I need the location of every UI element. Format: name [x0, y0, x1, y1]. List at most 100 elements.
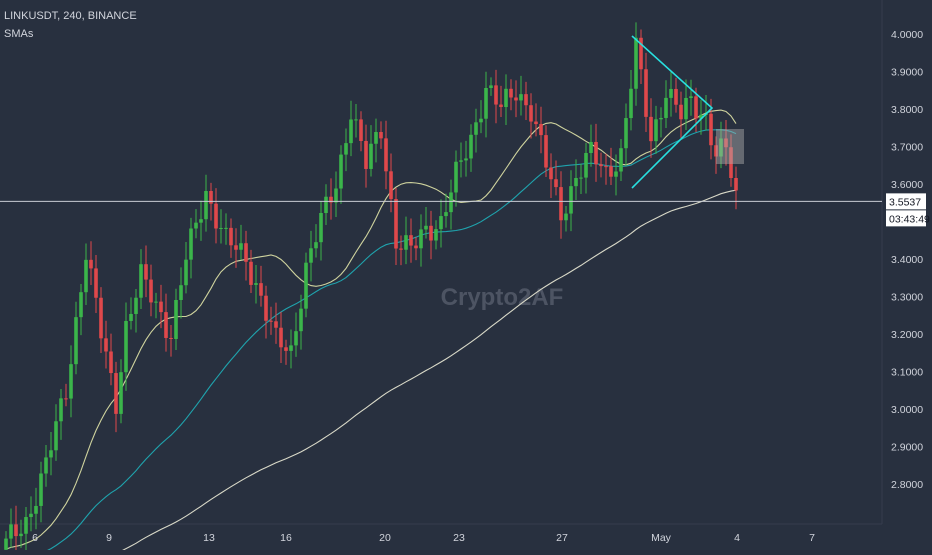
- candle-body: [544, 135, 548, 168]
- candle-body: [234, 245, 238, 250]
- price-tick-label: 3.6000: [891, 179, 923, 191]
- candle-body: [404, 235, 408, 250]
- candle-body: [724, 138, 728, 148]
- candle-body: [499, 104, 503, 108]
- candle-body: [684, 97, 688, 120]
- candle-body: [679, 104, 683, 120]
- candle-body: [329, 196, 333, 203]
- candle-body: [619, 148, 623, 172]
- candle-body: [604, 166, 608, 168]
- candle-body: [79, 292, 83, 318]
- candle-body: [184, 259, 188, 286]
- candle-body: [179, 285, 183, 300]
- candle-body: [39, 473, 43, 506]
- price-tick-label: 2.8000: [891, 479, 923, 491]
- candle-body: [174, 299, 178, 339]
- candle-body: [89, 259, 93, 269]
- candle-body: [264, 295, 268, 321]
- candle-body: [309, 248, 313, 263]
- candle-body: [304, 262, 308, 309]
- candle-body: [709, 113, 713, 146]
- candle-body: [269, 320, 273, 322]
- candle-body: [114, 373, 118, 414]
- candle-body: [589, 141, 593, 153]
- candle-body: [624, 118, 628, 149]
- candle-body: [449, 192, 453, 213]
- candle-body: [519, 94, 523, 101]
- candle-body: [24, 517, 28, 534]
- candle-body: [354, 119, 358, 121]
- indicator-label[interactable]: SMAs: [4, 28, 34, 40]
- candle-body: [19, 533, 23, 537]
- candle-body: [74, 317, 78, 365]
- price-tick-label: 3.3000: [891, 292, 923, 304]
- candle-body: [209, 191, 213, 204]
- candle-body: [359, 119, 363, 141]
- candle-body: [319, 212, 323, 243]
- candle-body: [639, 37, 643, 70]
- candle-body: [104, 338, 108, 352]
- sma-lines: [5, 109, 737, 555]
- candle-body: [609, 166, 613, 177]
- candle-body: [654, 119, 658, 142]
- candle-body: [254, 283, 258, 285]
- candle-body: [674, 88, 678, 105]
- price-tick-label: 3.2000: [891, 329, 923, 341]
- candle-body: [294, 331, 298, 346]
- time-tick-label: 6: [32, 532, 38, 544]
- candle-body: [239, 243, 243, 250]
- candle-body: [364, 140, 368, 169]
- candle-body: [649, 116, 653, 142]
- candle-body: [344, 143, 348, 155]
- grid: [0, 0, 883, 525]
- candle-body: [134, 297, 138, 314]
- candle-body: [284, 347, 288, 351]
- candle-body: [599, 164, 603, 167]
- price-tick-label: 3.8000: [891, 104, 923, 116]
- current-price-tag: [886, 193, 926, 210]
- price-tick-label: 2.9000: [891, 442, 923, 454]
- candle-body: [99, 297, 103, 339]
- price-tick-label: 3.4000: [891, 254, 923, 266]
- candle-body: [374, 132, 378, 144]
- candle-body: [559, 187, 563, 221]
- price-axis[interactable]: 4.0000 3.9000 3.8000 3.7000 3.6000 3.4000 3.30…: [886, 29, 930, 491]
- time-axis[interactable]: 6 9 13 16 20 23 27 May 4 7: [32, 532, 815, 544]
- candle-body: [614, 171, 618, 177]
- price-tick-label: 3.0000: [891, 404, 923, 416]
- candle-body: [129, 313, 133, 321]
- candle-body: [584, 152, 588, 178]
- candle-body: [29, 513, 33, 518]
- candle-body: [94, 268, 98, 298]
- candle-body: [199, 219, 203, 223]
- candle-body: [479, 118, 483, 123]
- candle-body: [549, 167, 553, 180]
- candle-body: [229, 227, 233, 246]
- time-tick-label: 20: [379, 532, 391, 544]
- candle-body: [224, 227, 228, 229]
- candle-body: [34, 505, 38, 514]
- candle-body: [454, 161, 458, 193]
- candle-body: [734, 177, 738, 191]
- candle-body: [314, 242, 318, 249]
- candle-body: [429, 225, 433, 241]
- candle-body: [4, 538, 8, 550]
- candle-body: [9, 524, 13, 539]
- candle-body: [154, 301, 158, 303]
- candle-body: [49, 450, 53, 458]
- candle-body: [484, 87, 488, 119]
- candle-body: [529, 105, 533, 122]
- candle-body: [714, 145, 718, 157]
- candle-body: [409, 235, 413, 246]
- price-tick-label: 3.9000: [891, 67, 923, 79]
- candle-body: [459, 160, 463, 162]
- candle-body: [564, 213, 568, 221]
- candle-body: [164, 312, 168, 338]
- candle-body: [369, 143, 373, 169]
- candle-body: [629, 88, 633, 119]
- candle-body: [494, 85, 498, 105]
- candle-body: [469, 134, 473, 159]
- candle-body: [534, 121, 538, 125]
